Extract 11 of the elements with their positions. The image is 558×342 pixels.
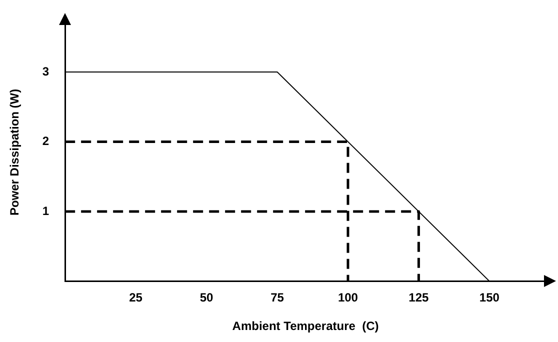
x-tick-label: 125 xyxy=(408,290,430,305)
x-tick-label: 75 xyxy=(270,290,284,305)
x-axis-title: Ambient Temperature (C) xyxy=(232,319,379,334)
x-tick-label: 25 xyxy=(129,290,143,305)
x-tick-label: 100 xyxy=(338,290,358,305)
y-axis-title: Power Dissipation (W) xyxy=(8,88,22,216)
x-tick-label: 150 xyxy=(479,290,500,305)
y-tick-label: 1 xyxy=(42,204,50,218)
x-tick-label: 50 xyxy=(200,290,214,305)
y-tick-label: 2 xyxy=(42,134,50,148)
y-tick-label: 3 xyxy=(42,64,50,78)
